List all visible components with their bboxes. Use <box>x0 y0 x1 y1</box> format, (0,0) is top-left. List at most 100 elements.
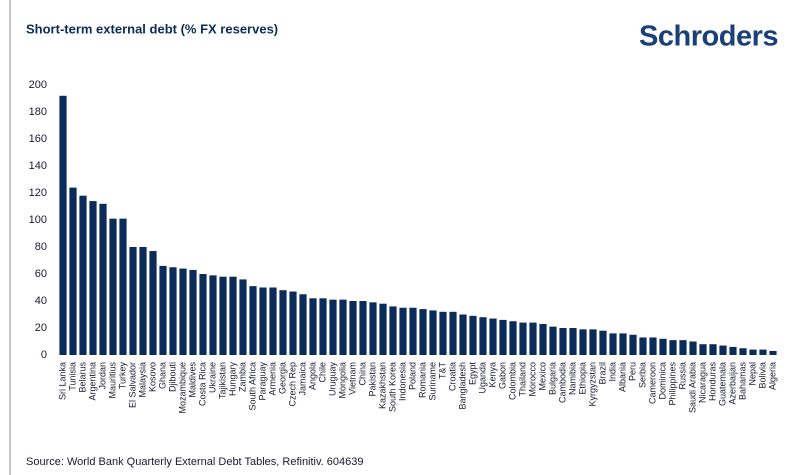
bar <box>229 276 237 355</box>
bar <box>659 338 667 355</box>
bar <box>729 346 737 355</box>
x-tick-label: Djibouti <box>167 362 177 392</box>
x-tick-label: Mauritius <box>107 362 117 399</box>
x-tick-label: Egypt <box>467 362 477 386</box>
brand-logo: Schroders <box>639 21 778 53</box>
bar <box>349 301 357 355</box>
bar <box>499 319 507 355</box>
x-tick-label: Uruguay <box>327 362 337 397</box>
y-tick-label: 120 <box>29 187 47 199</box>
x-tick-label: Gabon <box>497 362 507 389</box>
x-tick-label: Chile <box>317 362 327 383</box>
bar <box>259 287 267 355</box>
bar <box>549 326 557 355</box>
x-tick-label: Tunisia <box>67 362 77 391</box>
bar <box>409 307 417 355</box>
x-tick-label: Mexico <box>537 362 547 391</box>
x-tick-label: Bolivia <box>757 362 767 389</box>
bar <box>679 340 687 355</box>
bar <box>269 287 277 355</box>
bar <box>739 348 747 355</box>
x-tick-label: Ghana <box>157 362 167 389</box>
x-tick-label: Turkey <box>117 362 127 390</box>
x-tick-label: T&T <box>437 361 447 379</box>
chart-title: Short-term external debt (% FX reserves) <box>26 21 278 36</box>
y-tick-label: 160 <box>29 133 47 145</box>
x-tick-label: Russia <box>677 362 687 390</box>
y-tick-label: 140 <box>29 160 47 172</box>
bar <box>289 291 297 355</box>
x-tick-label: Hungary <box>227 362 237 397</box>
bar <box>89 201 97 355</box>
bar <box>689 341 697 355</box>
x-tick-label: Jordan <box>97 362 107 390</box>
bar <box>429 310 437 355</box>
x-tick-label: Indonesia <box>397 362 407 401</box>
bar <box>209 275 217 355</box>
x-tick-label: Belarus <box>77 362 87 393</box>
x-tick-label: Namibia <box>567 362 577 395</box>
x-tick-label: Ukraine <box>207 362 217 393</box>
bar <box>59 95 67 356</box>
bar <box>119 218 127 355</box>
x-tick-label: Georgia <box>277 362 287 394</box>
bar <box>279 290 287 355</box>
y-tick-label: 100 <box>29 214 47 226</box>
bar <box>479 317 487 355</box>
x-tick-label: China <box>357 362 367 386</box>
bar <box>219 276 227 355</box>
x-tick-label: Nicaragua <box>697 362 707 403</box>
bar <box>609 333 617 355</box>
x-tick-label: Algeria <box>767 362 777 390</box>
x-tick-label: Armenia <box>267 362 277 396</box>
bar <box>449 311 457 355</box>
bar <box>179 268 187 355</box>
x-tick-label: Colombia <box>507 362 517 400</box>
x-tick-label: Mozambique <box>177 362 187 414</box>
bar <box>79 195 87 355</box>
x-tick-label: El Salvador <box>127 362 137 408</box>
bar <box>599 330 607 355</box>
x-tick-label: South Africa <box>247 362 257 411</box>
bar <box>529 322 537 355</box>
x-tick-label: Ethiopia <box>577 362 587 395</box>
bar <box>109 218 117 355</box>
x-tick-label: Vietnam <box>347 362 357 395</box>
x-tick-label: Nepal <box>747 362 757 386</box>
bar <box>559 328 567 355</box>
bar <box>329 299 337 355</box>
y-tick-label: 40 <box>35 295 47 307</box>
bar <box>439 311 447 355</box>
bar <box>699 344 707 355</box>
x-tick-label: Jamaica <box>297 362 307 396</box>
x-tick-label: Cameroon <box>647 362 657 404</box>
x-tick-label: Philippines <box>667 362 677 406</box>
x-tick-label: Croatia <box>447 362 457 391</box>
x-tick-label: Dominica <box>657 362 667 400</box>
x-tick-label: Morocco <box>527 362 537 397</box>
y-tick-label: 60 <box>35 268 47 280</box>
bar <box>149 251 157 355</box>
x-tick-label: Kosovo <box>147 362 157 392</box>
bar <box>759 349 767 355</box>
bar <box>469 315 477 355</box>
bar <box>649 337 657 355</box>
bar <box>539 323 547 355</box>
x-tick-label: Romania <box>417 362 427 398</box>
x-tick-label: Czech Rep <box>287 362 297 407</box>
x-tick-label: Honduras <box>707 362 717 402</box>
x-tick-label: Mongolia <box>337 362 347 399</box>
x-tick-label: Paraguay <box>257 362 267 401</box>
x-tick-label: Bahamas <box>737 362 747 401</box>
bar <box>399 307 407 355</box>
bar <box>199 274 207 355</box>
x-tick-label: Tajikistan <box>217 362 227 399</box>
x-tick-label: Kazakhstan <box>377 362 387 409</box>
y-tick-label: 180 <box>29 106 47 118</box>
bar <box>99 203 107 355</box>
x-tick-label: South Korea <box>387 362 397 412</box>
bar <box>309 298 317 355</box>
bar <box>249 286 257 355</box>
bar <box>749 349 757 355</box>
x-tick-label: Albania <box>617 362 627 392</box>
